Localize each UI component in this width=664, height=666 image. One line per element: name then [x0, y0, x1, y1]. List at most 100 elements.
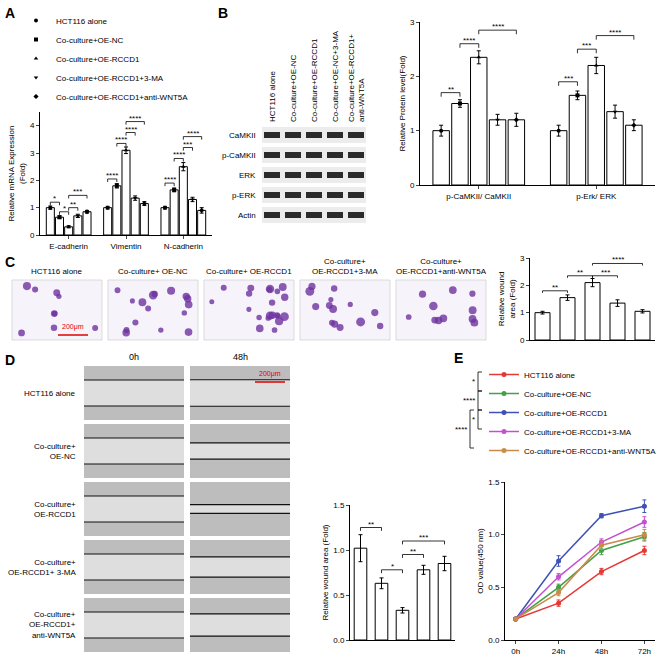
svg-text:****: ****: [173, 150, 185, 159]
svg-text:0.0: 0.0: [488, 636, 500, 645]
svg-text:1: 1: [410, 126, 415, 135]
svg-text:Co-culture+OE-RCCD1+anti-WNT5A: Co-culture+OE-RCCD1+anti-WNT5A: [396, 257, 487, 276]
svg-text:****: ****: [187, 129, 199, 138]
svg-text:1.5: 1.5: [333, 501, 345, 510]
svg-text:C: C: [5, 254, 15, 270]
svg-text:3: 3: [30, 149, 35, 158]
svg-text:Co-culture+OE-RCCD1+anti-WNT5A: Co-culture+OE-RCCD1+anti-WNT5A: [56, 93, 188, 102]
svg-text:4: 4: [30, 121, 35, 130]
svg-text:****: ****: [125, 125, 137, 134]
svg-text:*: *: [53, 194, 56, 203]
svg-text:Co-culture+OE-RCCD1: Co-culture+OE-RCCD1: [524, 409, 608, 418]
svg-text:2: 2: [30, 176, 35, 185]
svg-text:HCT116 alone: HCT116 alone: [524, 371, 576, 380]
svg-text:****: ****: [609, 28, 621, 37]
svg-text:D: D: [5, 352, 15, 368]
svg-text:Actin: Actin: [238, 211, 256, 220]
svg-text:Co-culture+OE-RCCD1+ 3-MA: Co-culture+OE-RCCD1+ 3-MA: [8, 558, 76, 577]
svg-text:N-cadherin: N-cadherin: [164, 242, 203, 251]
svg-text:HCT116 alone: HCT116 alone: [24, 389, 76, 398]
svg-text:**: **: [448, 85, 454, 94]
svg-text:Co-culture+OE-RCCD1+anti-WNT5A: Co-culture+OE-RCCD1+anti-WNT5A: [524, 447, 656, 456]
svg-text:0: 0: [30, 231, 35, 240]
svg-text:Co-culture+OE-RCCD1+3-MA: Co-culture+OE-RCCD1+3-MA: [56, 74, 164, 83]
svg-text:0h: 0h: [129, 352, 139, 362]
svg-text:p-ERK: p-ERK: [232, 191, 256, 200]
svg-text:*: *: [391, 562, 394, 571]
svg-text:200μm: 200μm: [62, 323, 84, 331]
svg-text:****: ****: [106, 171, 118, 180]
svg-text:****: ****: [492, 22, 504, 31]
svg-text:Co-culture+ OE-NC: Co-culture+ OE-NC: [118, 267, 188, 276]
svg-text:p-Erk/ ERK: p-Erk/ ERK: [576, 192, 617, 201]
svg-text:HCT116 alone: HCT116 alone: [268, 70, 277, 122]
svg-text:Co-culture+OE-RCCD1: Co-culture+OE-RCCD1: [34, 500, 76, 519]
svg-text:HCT116 alone: HCT116 alone: [31, 267, 83, 276]
svg-text:p-CaMKII: p-CaMKII: [222, 151, 256, 160]
svg-text:Relative Protein level(Fold): Relative Protein level(Fold): [398, 55, 407, 151]
svg-text:1: 1: [520, 308, 525, 317]
svg-text:****: ****: [463, 396, 475, 405]
svg-text:****: ****: [463, 36, 475, 45]
svg-text:****: ****: [115, 135, 127, 144]
svg-text:200μm: 200μm: [259, 370, 281, 378]
svg-text:**: **: [70, 200, 76, 209]
svg-text:48h: 48h: [595, 647, 608, 656]
svg-text:0.5: 0.5: [333, 591, 345, 600]
svg-text:**: **: [410, 547, 416, 556]
svg-text:****: ****: [612, 255, 624, 264]
svg-text:1.0: 1.0: [488, 530, 500, 539]
svg-text:B: B: [218, 5, 228, 21]
svg-text:Relative wound area (Fold): Relative wound area (Fold): [321, 524, 330, 620]
svg-text:****: ****: [164, 175, 176, 184]
svg-text:**: **: [552, 283, 558, 292]
svg-text:1: 1: [30, 203, 35, 212]
svg-text:Co-culture+ OE-RCCD1: Co-culture+ OE-RCCD1: [206, 267, 292, 276]
svg-text:Co-culture+OE-RCCD1+anti-WNT5A: Co-culture+OE-RCCD1+anti-WNT5A: [347, 34, 366, 122]
svg-text:3: 3: [520, 254, 525, 263]
svg-text:Co-culture+OE-RCCD1+3-MA: Co-culture+OE-RCCD1+3-MA: [312, 257, 378, 276]
svg-text:3: 3: [410, 18, 415, 27]
svg-text:0h: 0h: [511, 647, 520, 656]
svg-text:*: *: [472, 377, 475, 386]
svg-text:p-CaMKII/ CaMKII: p-CaMKII/ CaMKII: [446, 192, 511, 201]
svg-text:*: *: [63, 204, 66, 213]
svg-text:48h: 48h: [233, 352, 248, 362]
svg-text:1.5: 1.5: [488, 478, 500, 487]
svg-text:***: ***: [183, 140, 192, 149]
svg-text:Co-culture+OE-RCCD1+3-MA: Co-culture+OE-RCCD1+3-MA: [524, 428, 632, 437]
svg-text:Co-culture+OE-NC: Co-culture+OE-NC: [289, 54, 298, 122]
svg-text:****: ****: [129, 114, 141, 123]
svg-text:24h: 24h: [552, 647, 565, 656]
svg-text:Co-culture+OE-RCCD1: Co-culture+OE-RCCD1: [56, 55, 140, 64]
svg-text:****: ****: [455, 425, 467, 434]
svg-text:Relative mRNA Expression(Fold): Relative mRNA Expression(Fold): [7, 125, 26, 221]
svg-text:***: ***: [73, 187, 82, 196]
svg-text:*: *: [472, 415, 475, 424]
svg-text:A: A: [5, 5, 15, 21]
svg-text:0: 0: [520, 336, 525, 345]
svg-text:2: 2: [410, 72, 415, 81]
svg-text:**: **: [577, 268, 583, 277]
svg-text:***: ***: [582, 41, 591, 50]
svg-text:Co-culture+OE-NC: Co-culture+OE-NC: [34, 442, 76, 461]
svg-text:Co-culture+OE-NC: Co-culture+OE-NC: [524, 390, 592, 399]
svg-text:72h: 72h: [638, 647, 651, 656]
svg-text:Co-culture+OE-NC: Co-culture+OE-NC: [56, 36, 124, 45]
svg-text:E: E: [454, 350, 463, 366]
svg-text:Co-culture+OE-RCCD1+anti-WNT5A: Co-culture+OE-RCCD1+anti-WNT5A: [29, 610, 76, 640]
svg-text:OD value(450 nm): OD value(450 nm): [476, 528, 485, 594]
svg-text:0: 0: [410, 181, 415, 190]
svg-text:Vimentin: Vimentin: [111, 242, 142, 251]
svg-text:Co-culture+OE-NC+3-MA: Co-culture+OE-NC+3-MA: [331, 30, 340, 122]
svg-text:0.5: 0.5: [488, 583, 500, 592]
svg-text:2: 2: [520, 281, 525, 290]
svg-text:HCT116 alone: HCT116 alone: [56, 17, 108, 26]
svg-text:Relative woundarea (Fold): Relative woundarea (Fold): [497, 272, 516, 327]
svg-text:CaMKII: CaMKII: [229, 131, 256, 140]
svg-text:0.0: 0.0: [333, 636, 345, 645]
svg-text:***: ***: [419, 533, 428, 542]
svg-text:***: ***: [601, 268, 610, 277]
svg-text:**: **: [368, 520, 374, 529]
svg-text:***: ***: [564, 74, 573, 83]
